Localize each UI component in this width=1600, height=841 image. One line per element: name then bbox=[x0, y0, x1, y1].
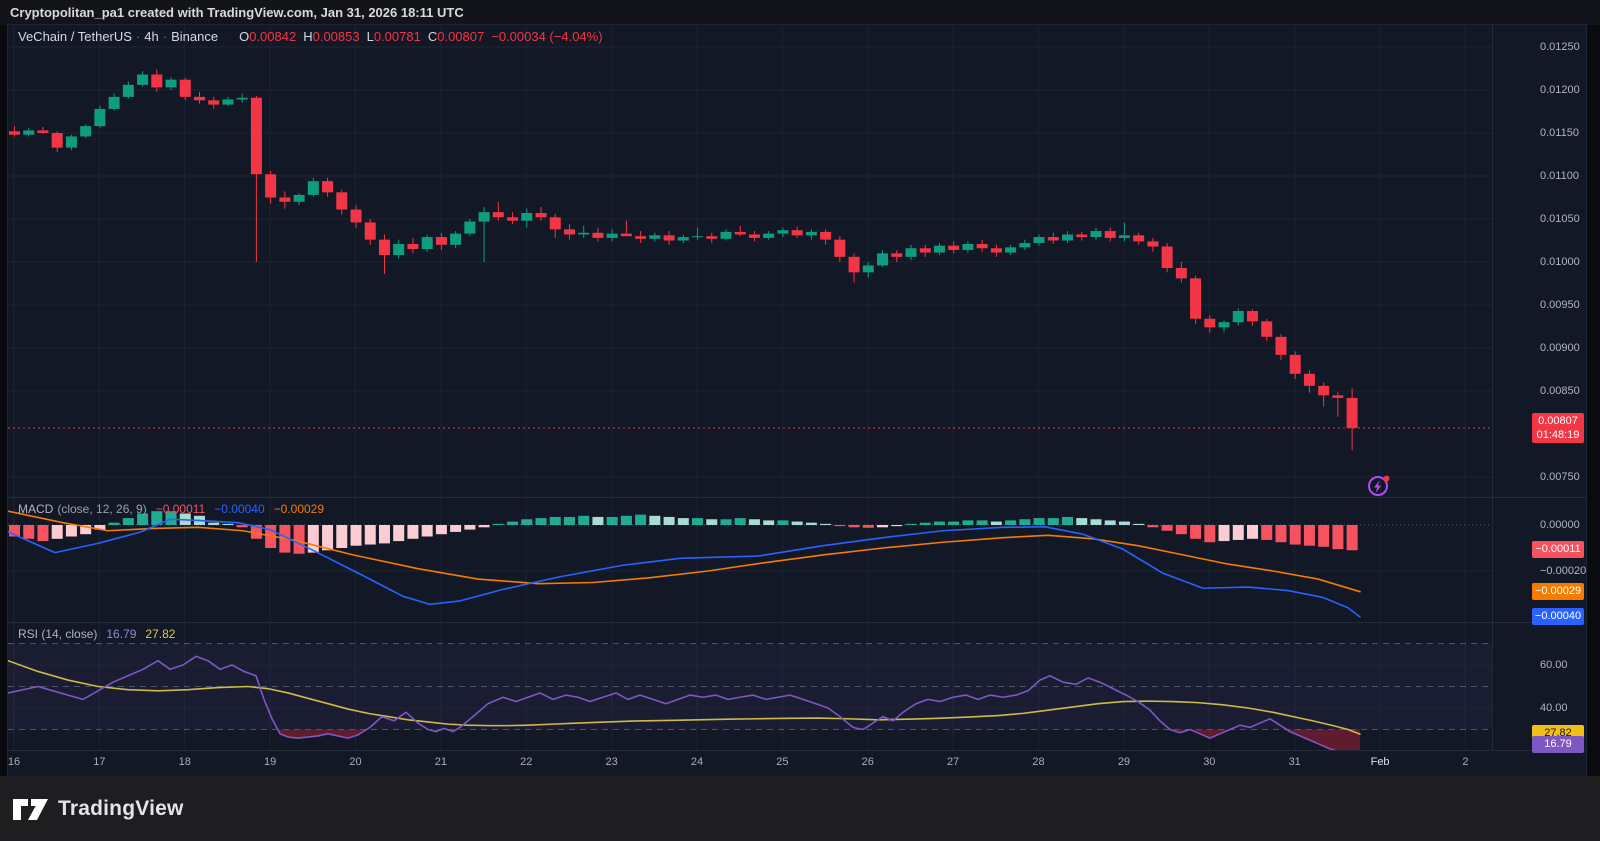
time-axis-label: 18 bbox=[178, 756, 191, 768]
lightning-alert-button[interactable] bbox=[1365, 471, 1393, 499]
macd-value-badge: −0.00011 bbox=[1532, 541, 1584, 559]
separator-dot: · bbox=[135, 29, 141, 44]
price-tick-label: 0.01000 bbox=[1540, 256, 1580, 268]
footer-bar: TradingView bbox=[0, 776, 1600, 841]
rsi-legend[interactable]: RSI (14, close) 16.79 27.82 bbox=[18, 627, 175, 641]
ohlc-value: 0.00781 bbox=[373, 29, 421, 44]
ohlc-values: O0.00842 H0.00853 L0.00781 C0.00807 bbox=[232, 29, 484, 44]
chart-widget: VeChain / TetherUS · 4h · Binance O0.00842 H0.… bbox=[7, 24, 1587, 777]
time-axis-label: 28 bbox=[1032, 756, 1045, 768]
ohlc-key: H bbox=[303, 29, 313, 44]
symbol-header: VeChain / TetherUS · 4h · Binance O0.00842 H0.… bbox=[18, 29, 603, 47]
last-price-badge: 0.00807 01:48:19 bbox=[1532, 412, 1584, 443]
rsi-value: 16.79 bbox=[106, 627, 137, 641]
time-axis-label: 21 bbox=[434, 756, 448, 768]
time-axis-label: 24 bbox=[690, 756, 704, 768]
price-tick-label: 0.01250 bbox=[1540, 41, 1580, 53]
price-tick-label: 0.00850 bbox=[1540, 385, 1580, 397]
rsi-label: RSI (14, close) bbox=[18, 627, 98, 641]
time-axis-label: 16 bbox=[7, 756, 21, 768]
attribution-bar: Cryptopolitan_pa1 created with TradingVi… bbox=[0, 0, 1600, 25]
time-axis-separator bbox=[8, 750, 1586, 751]
price-tick-label: 0.00750 bbox=[1540, 471, 1580, 483]
time-axis-label: 29 bbox=[1117, 756, 1131, 768]
time-axis-label: 23 bbox=[605, 756, 618, 768]
tradingview-mark-icon bbox=[13, 799, 48, 820]
lightning-icon bbox=[1368, 475, 1390, 496]
last-price-value: 0.00807 bbox=[1538, 414, 1578, 427]
symbol-title[interactable]: VeChain / TetherUS bbox=[18, 29, 132, 44]
attribution-text: Cryptopolitan_pa1 created with TradingVi… bbox=[10, 5, 464, 20]
macd-label: MACD bbox=[18, 502, 54, 516]
pane-separator-macd[interactable] bbox=[8, 497, 1586, 498]
ohlc-value: 0.00807 bbox=[437, 29, 485, 44]
time-axis-label: 31 bbox=[1288, 756, 1301, 768]
price-tick-label: 0.00900 bbox=[1540, 342, 1580, 354]
price-tick-label: 0.01150 bbox=[1540, 127, 1579, 139]
ohlc-key: L bbox=[366, 29, 374, 44]
rsi-axis-label: 40.00 bbox=[1540, 702, 1568, 714]
macd-value-badge: −0.00029 bbox=[1532, 582, 1584, 600]
price-tick-label: 0.01100 bbox=[1540, 170, 1579, 182]
price-pane-chart[interactable] bbox=[8, 25, 1492, 497]
rsi-axis-label: 60.00 bbox=[1540, 659, 1568, 671]
time-axis-label: 19 bbox=[264, 756, 277, 768]
ohlc-key: O bbox=[239, 29, 250, 44]
macd-axis-label: 0.00000 bbox=[1540, 519, 1580, 531]
price-tick-label: 0.01200 bbox=[1540, 84, 1580, 96]
ohlc-key: C bbox=[427, 29, 438, 44]
macd-axis-label: −0.00020 bbox=[1540, 565, 1587, 577]
time-axis-label: 20 bbox=[349, 756, 362, 768]
rsi-ma-value: 27.82 bbox=[145, 627, 176, 641]
time-axis-label: 30 bbox=[1203, 756, 1216, 768]
time-axis-label: Feb bbox=[1370, 756, 1390, 768]
macd-signal-value: −0.00029 bbox=[273, 502, 325, 516]
change-value: −0.00034 (−4.04%) bbox=[491, 29, 603, 44]
ohlc-value: 0.00853 bbox=[312, 29, 360, 44]
tradingview-logo[interactable]: TradingView bbox=[12, 795, 184, 823]
interval-label[interactable]: 4h bbox=[144, 29, 159, 44]
time-axis[interactable]: 16 17 18 19 20 21 22 23 24 25 26 27 28 29 30 31 Feb 2 bbox=[8, 750, 1586, 776]
macd-params: (close, 12, 26, 9) bbox=[57, 502, 147, 516]
candle-countdown: 01:48:19 bbox=[1536, 428, 1580, 441]
time-axis-label: 25 bbox=[776, 756, 789, 768]
tradingview-wordmark: TradingView bbox=[58, 797, 184, 820]
time-axis-label: 2 bbox=[1462, 756, 1469, 768]
price-scale[interactable]: 0.01250 0.01200 0.01150 0.01100 0.01050 0.010… bbox=[1492, 25, 1587, 753]
time-axis-label: 27 bbox=[947, 756, 960, 768]
rsi-pane-chart[interactable] bbox=[8, 622, 1492, 750]
pane-separator-rsi[interactable] bbox=[8, 622, 1586, 623]
time-axis-label: 22 bbox=[520, 756, 533, 768]
time-axis-label: 17 bbox=[93, 756, 106, 768]
price-tick-label: 0.00950 bbox=[1540, 299, 1580, 311]
price-scale-separator bbox=[1492, 25, 1493, 750]
macd-hist-value: −0.00011 bbox=[155, 502, 206, 516]
exchange-label[interactable]: Binance bbox=[171, 29, 219, 44]
macd-value-badge: −0.00040 bbox=[1532, 608, 1584, 625]
price-tick-label: 0.01050 bbox=[1540, 213, 1580, 225]
macd-line-value: −0.00040 bbox=[214, 502, 265, 516]
ohlc-value: 0.00842 bbox=[249, 29, 297, 44]
separator-dot: · bbox=[162, 29, 168, 44]
rsi-value-badge: 16.79 bbox=[1532, 736, 1584, 753]
plot-area[interactable]: VeChain / TetherUS · 4h · Binance O0.00842 H0.… bbox=[8, 25, 1586, 750]
macd-pane-chart[interactable] bbox=[8, 497, 1492, 622]
time-axis-label: 26 bbox=[861, 756, 874, 768]
macd-legend[interactable]: MACD (close, 12, 26, 9) −0.00011 −0.00040 −0… bbox=[18, 502, 324, 516]
